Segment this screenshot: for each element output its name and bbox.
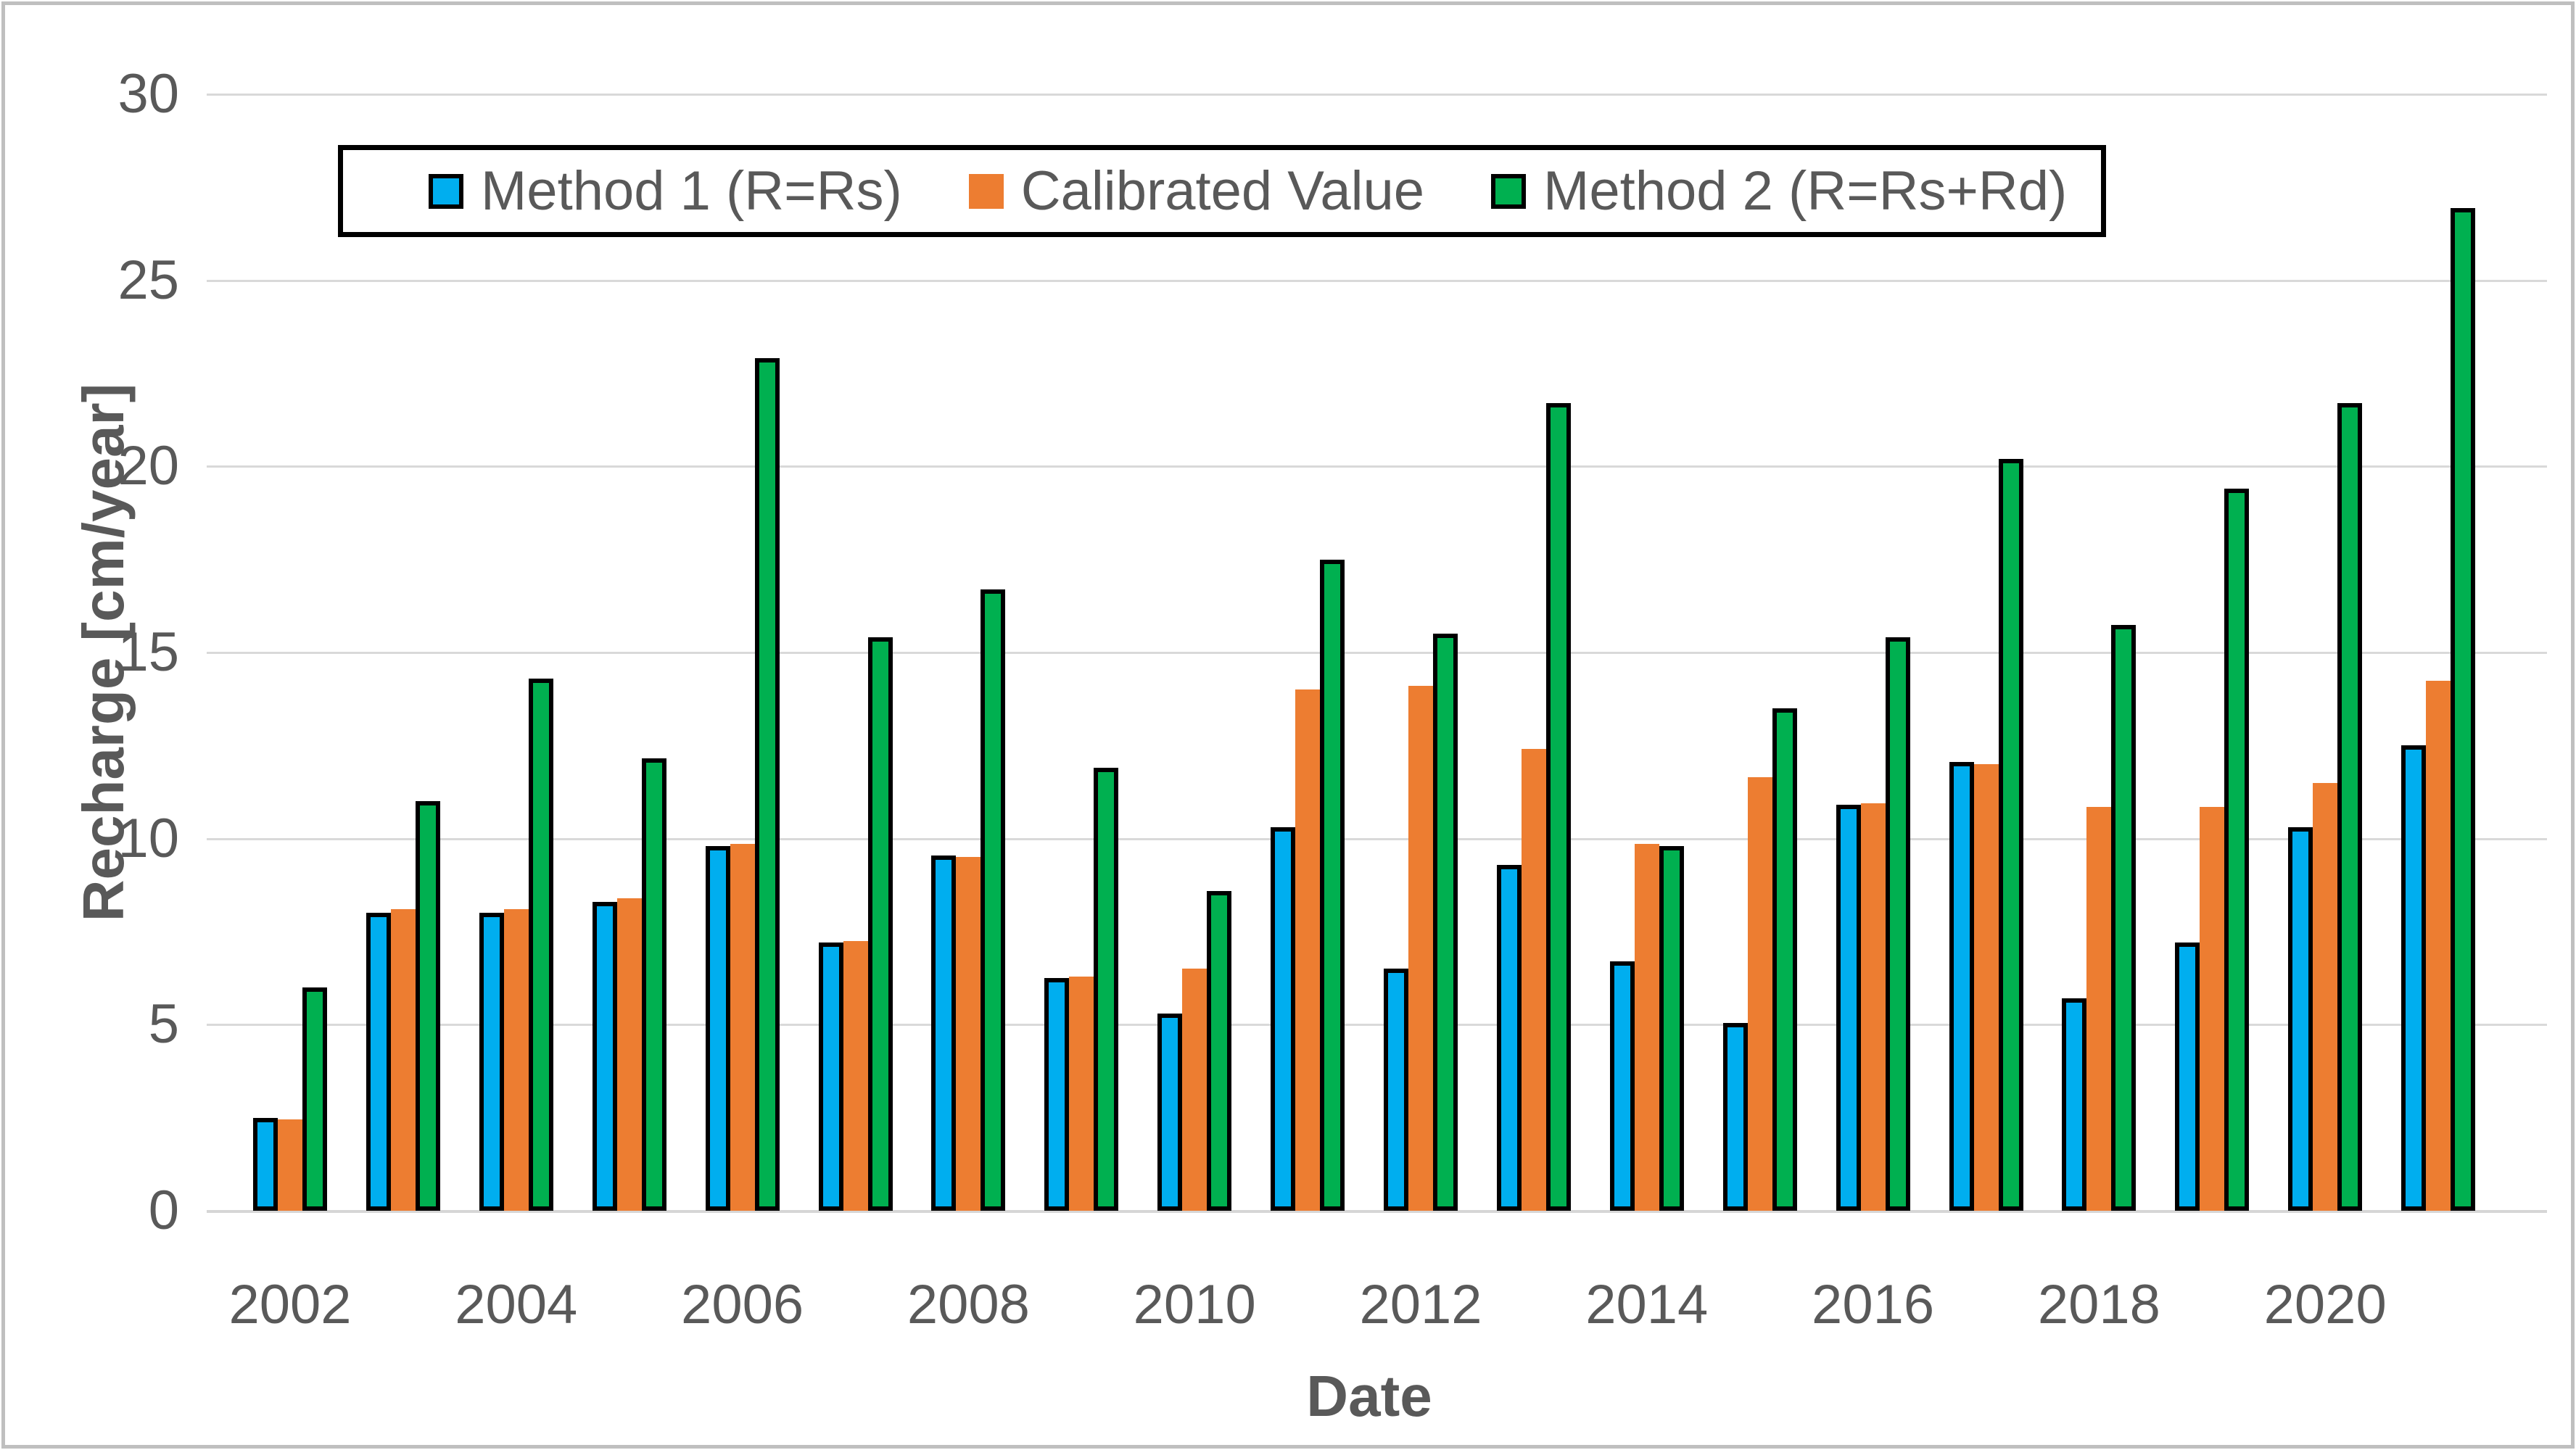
x-tick-label-2008: 2008 [907, 1274, 1030, 1335]
y-tick-label-25: 25 [117, 249, 179, 311]
bar-series2-2007 [843, 940, 868, 1211]
y-tick-label-5: 5 [148, 993, 179, 1056]
bar-series3-2009 [1094, 768, 1119, 1211]
bar-series3-2017 [1998, 459, 2023, 1211]
bar-series3-2007 [867, 637, 893, 1211]
legend-item-method2: Method 2 (R=Rs+Rd) [1491, 160, 2068, 222]
legend-label-calibrated: Calibrated Value [1020, 160, 1425, 222]
bar-series1-2003 [366, 913, 391, 1211]
bar-series3-2008 [981, 589, 1006, 1211]
bar-series3-2012 [1433, 634, 1458, 1211]
x-tick-label-2002: 2002 [228, 1274, 352, 1335]
gridline-y-5 [207, 1024, 2547, 1027]
bar-series1-2014 [1609, 961, 1635, 1211]
bar-series2-2014 [1634, 844, 1659, 1211]
bar-series3-2002 [302, 987, 327, 1211]
gridline-y-25 [207, 279, 2547, 282]
bar-series2-2009 [1069, 976, 1094, 1211]
bar-series2-2008 [956, 857, 981, 1211]
bar-series3-2016 [1885, 637, 1910, 1211]
bar-series1-2018 [2062, 998, 2087, 1211]
legend-item-method1: Method 1 (R=Rs) [429, 160, 902, 222]
bar-series1-2009 [1044, 978, 1070, 1211]
bar-series2-2018 [2086, 807, 2112, 1211]
x-tick-label-2014: 2014 [1585, 1274, 1709, 1335]
bar-series1-2013 [1496, 864, 1522, 1211]
x-tick-label-2004: 2004 [455, 1274, 578, 1335]
legend-label-method2: Method 2 (R=Rs+Rd) [1543, 160, 2068, 222]
method1-swatch-icon [429, 173, 463, 209]
y-axis-title: Recharge [cm/year] [71, 383, 136, 922]
bar-series1-2012 [1384, 969, 1408, 1211]
y-tick-label-10: 10 [117, 807, 179, 869]
bar-series2-2017 [1973, 764, 1999, 1211]
x-tick-label-2018: 2018 [2037, 1274, 2160, 1335]
bar-series1-2016 [1836, 805, 1861, 1211]
bar-series2-2003 [390, 909, 416, 1211]
bar-series1-2004 [479, 913, 504, 1211]
x-axis-title: Date [1306, 1364, 1432, 1428]
bar-series1-2015 [1722, 1022, 1748, 1211]
bar-series2-2002 [278, 1119, 302, 1211]
bar-series2-2005 [616, 898, 642, 1211]
gridline-y-20 [207, 465, 2547, 468]
bar-series2-2010 [1182, 969, 1208, 1211]
bar-series3-2004 [528, 678, 553, 1211]
bar-series3-2020 [2337, 403, 2363, 1211]
method2-swatch-icon [1491, 173, 1527, 209]
y-tick-label-0: 0 [148, 1180, 179, 1241]
x-tick-label-2006: 2006 [681, 1274, 804, 1335]
bar-series2-2013 [1521, 749, 1546, 1211]
bar-series2-2004 [503, 909, 529, 1211]
bar-series3-2003 [415, 801, 440, 1211]
bar-series1-2021 [2401, 745, 2427, 1211]
bar-series3-2010 [1207, 890, 1232, 1211]
bar-series1-2005 [592, 901, 617, 1211]
bar-series1-2020 [2288, 827, 2313, 1211]
bar-series1-2010 [1157, 1013, 1183, 1211]
x-tick-label-2010: 2010 [1133, 1274, 1256, 1335]
bar-series3-2006 [754, 358, 780, 1211]
bar-series3-2015 [1772, 708, 1797, 1211]
bar-series3-2019 [2224, 489, 2250, 1211]
bar-series2-2019 [2200, 807, 2225, 1211]
gridline-y-15 [207, 652, 2547, 654]
bar-series2-2021 [2426, 680, 2451, 1211]
gridline-y-10 [207, 837, 2547, 840]
bar-series3-2005 [641, 758, 666, 1211]
bar-series3-2011 [1320, 559, 1345, 1211]
legend-item-calibrated: Calibrated Value [968, 160, 1425, 222]
bar-series1-2019 [2175, 942, 2200, 1211]
x-tick-label-2016: 2016 [1812, 1274, 1935, 1335]
bar-series1-2006 [705, 845, 730, 1211]
bar-series3-2021 [2451, 207, 2476, 1211]
bar-series3-2018 [2111, 624, 2137, 1211]
bar-series3-2013 [1545, 403, 1571, 1211]
bar-series1-2017 [1949, 762, 1974, 1211]
bar-series1-2008 [931, 855, 957, 1211]
bar-series2-2012 [1408, 686, 1433, 1211]
y-tick-label-15: 15 [117, 621, 179, 683]
x-tick-label-2012: 2012 [1359, 1274, 1482, 1335]
gridline-y-30 [207, 94, 2547, 96]
legend: Method 1 (R=Rs) Calibrated Value Method … [338, 145, 2106, 237]
bar-series2-2011 [1295, 689, 1321, 1211]
legend-label-method1: Method 1 (R=Rs) [481, 160, 902, 222]
y-tick-label-20: 20 [117, 435, 179, 497]
calibrated-swatch-icon [968, 173, 1004, 209]
bar-series1-2011 [1271, 827, 1296, 1211]
bar-series2-2016 [1860, 803, 1886, 1211]
bar-series1-2002 [253, 1117, 278, 1211]
bar-series1-2007 [818, 942, 843, 1211]
y-tick-label-30: 30 [117, 63, 179, 125]
bar-series2-2020 [2313, 782, 2338, 1211]
bar-series3-2014 [1659, 845, 1684, 1211]
gridline-y-0 [207, 1210, 2547, 1213]
bar-series2-2015 [1747, 776, 1772, 1211]
bar-series2-2006 [730, 844, 755, 1211]
x-tick-label-2020: 2020 [2263, 1274, 2387, 1335]
